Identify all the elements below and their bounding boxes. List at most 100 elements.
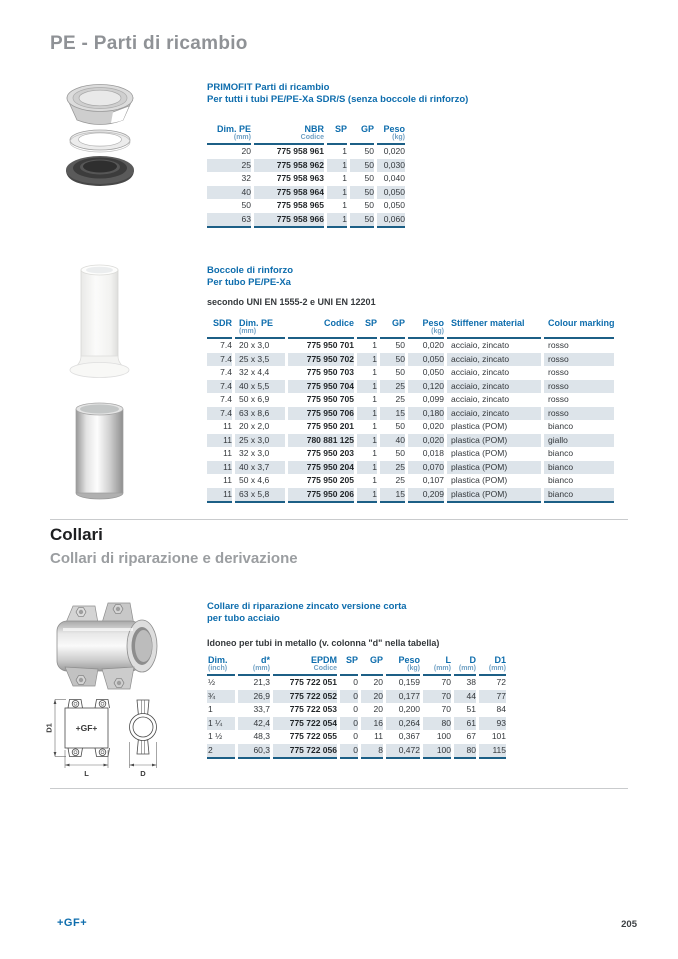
table-cell: 11 [358, 730, 385, 744]
table-cell: 61 [451, 716, 478, 730]
table-cell: 0,040 [374, 172, 405, 186]
table-cell: ¾ [207, 689, 237, 703]
table-cell: 42,4 [235, 716, 272, 730]
table-cell: 44 [451, 689, 478, 703]
table-cell: 775 950 205 [285, 474, 356, 488]
table-cell: rosso [541, 379, 614, 393]
section2-heading-line1: Boccole di rinforzo [207, 265, 294, 276]
column-header: Peso (kg) [383, 655, 422, 676]
table-row: 25 775 958 962 1 50 0,030 [207, 158, 405, 172]
table-row: 7.4 50 x 6,9 775 950 705 1 25 0,099 acciaio, z… [207, 393, 614, 407]
table-cell: 1 [354, 433, 379, 447]
table-cell: 1 [354, 379, 379, 393]
repair-collar-photo [56, 602, 158, 690]
table-cell: 0,050 [374, 185, 405, 199]
table-cell: 1 [354, 487, 379, 502]
table-cell: 20 [358, 689, 385, 703]
table-cell: 0 [337, 730, 360, 744]
table-cell: 775 958 965 [251, 199, 326, 213]
column-header: Colour marking [541, 318, 614, 339]
table-cell: 11 [207, 433, 234, 447]
table-cell: rosso [541, 366, 614, 380]
table-cell: 25 [377, 460, 407, 474]
table-cell: bianco [541, 460, 614, 474]
table-cell: 780 881 125 [285, 433, 356, 447]
table-cell: 1 ¼ [207, 716, 237, 730]
table-cell: plastica (POM) [444, 474, 543, 488]
column-header: SP [337, 655, 360, 676]
table-cell: 1 [354, 420, 379, 434]
table-cell: 20 [241, 146, 251, 156]
table-cell: rosso [541, 352, 614, 366]
table-row: 32 775 958 963 1 50 0,040 [207, 172, 405, 186]
table-cell: 50 [347, 199, 376, 213]
table-row: 20 775 958 961 1 50 0,020 [207, 144, 405, 159]
grip-ring [66, 84, 134, 125]
table-cell: 50 [347, 185, 376, 199]
table-cell: 7.4 [207, 406, 234, 420]
table-cell: 7.4 [207, 379, 234, 393]
column-header: NBR Codice [251, 124, 326, 145]
table-cell: 11 [207, 460, 234, 474]
table-cell: 63 x 5,8 [232, 487, 287, 502]
table-row: 63 775 958 966 1 50 0,060 [207, 212, 405, 227]
collar-top-lugs [64, 602, 135, 626]
column-header: GP [347, 124, 376, 145]
column-header: SDR [207, 318, 234, 339]
gf-mark-label: +GF+ [76, 723, 98, 733]
table-row: 11 50 x 4,6 775 950 205 1 25 0,107 plastica (P… [207, 474, 614, 488]
table-cell: 7.4 [220, 340, 232, 350]
table-cell: 11 [223, 421, 232, 431]
table-cell: 7.4 [220, 367, 232, 377]
table-cell: 0,030 [374, 158, 405, 172]
table-cell: 775 722 055 [270, 730, 339, 744]
table-row: 2 60,3 775 722 056 0 8 0,472 100 80 115 [207, 743, 506, 758]
table-cell: 1 [354, 460, 379, 474]
table-cell: 25 [377, 379, 407, 393]
section1-heading: PRIMOFIT Parti di ricambio Per tutti i t… [207, 82, 468, 106]
dimension-d: D [129, 742, 157, 778]
table-cell: 50 [347, 212, 376, 227]
collar-bottom-lugs [64, 666, 135, 690]
table-cell: 50 x 4,6 [232, 474, 287, 488]
table-cell: 67 [451, 730, 478, 744]
table-cell: 0,099 [405, 393, 446, 407]
table-cell: 775 958 963 [251, 172, 326, 186]
table-cell: 25 [207, 158, 253, 172]
table-cell: 80 [451, 743, 478, 758]
primofit-parts-table: Dim. PE (mm) NBR Codice SP GP Peso (kg) 20 775 … [207, 124, 405, 228]
table-cell: 0 [337, 716, 360, 730]
column-header: Dim. PE (mm) [232, 318, 287, 339]
table-cell: 77 [476, 689, 506, 703]
column-header: D (mm) [451, 655, 478, 676]
table-cell: 32 x 3,0 [232, 447, 287, 461]
table-cell: 21,3 [235, 675, 272, 690]
section3-heading: Collare di riparazione zincato versione … [207, 601, 407, 625]
header-row: SDR Dim. PE (mm) Codice SP GP Peso (kg) Stif… [207, 318, 614, 339]
table-row: 11 63 x 5,8 775 950 206 1 15 0,209 plastica (P… [207, 487, 614, 502]
table-cell: 0 [337, 675, 360, 690]
table-cell: 11 [223, 448, 232, 458]
table-cell: bianco [541, 487, 614, 502]
table-row: 7.4 63 x 8,6 775 950 706 1 15 0,180 acciaio, z… [207, 406, 614, 420]
table-cell: 0,050 [374, 199, 405, 213]
table-cell: 25 [377, 393, 407, 407]
table-cell: 775 950 204 [285, 460, 356, 474]
table-cell: 50 [377, 366, 407, 380]
table-cell: 775 958 962 [251, 158, 326, 172]
table-cell: acciaio, zincato [444, 338, 543, 353]
drawing-side-view [129, 699, 157, 755]
column-header: L (mm) [420, 655, 453, 676]
column-header: d* (mm) [235, 655, 272, 676]
table-cell: bianco [541, 420, 614, 434]
column-header: SP [354, 318, 379, 339]
table-cell: 40 [377, 433, 407, 447]
table-cell: 15 [377, 406, 407, 420]
table-row: 11 20 x 2,0 775 950 201 1 50 0,020 plastica (P… [207, 420, 614, 434]
table-cell: 63 [207, 212, 253, 227]
table-row: 11 40 x 3,7 775 950 204 1 25 0,070 plastica (P… [207, 460, 614, 474]
gf-logo: +GF+ [57, 917, 88, 929]
column-header: Peso (kg) [374, 124, 405, 145]
table-row: 7.4 32 x 4,4 775 950 703 1 50 0,050 acciaio, z… [207, 366, 614, 380]
page-title: PE - Parti di ricambio [50, 33, 248, 54]
